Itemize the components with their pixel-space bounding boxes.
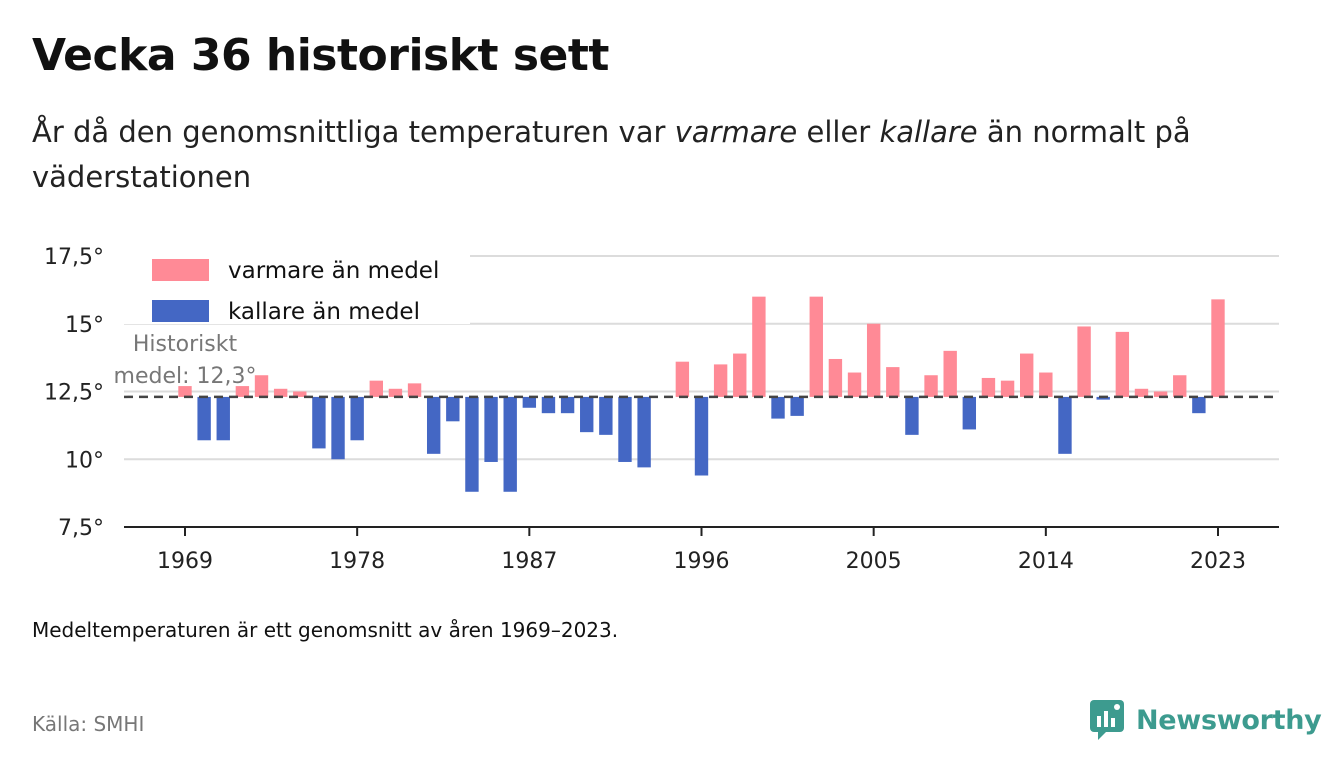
bar-chart: Historiskt medel: 12,3° 7,5° 10° 12,5° 15° 17… xyxy=(44,245,1279,574)
bar-1989 xyxy=(560,396,575,414)
y-tick-label: 10° xyxy=(65,448,104,473)
x-tick-label: 1987 xyxy=(501,549,557,574)
bar-2013 xyxy=(1020,353,1034,397)
bar-1979 xyxy=(369,380,383,397)
bar-2021 xyxy=(1173,375,1187,397)
bar-1984 xyxy=(465,396,479,492)
mean-line-group: Historiskt medel: 12,3° xyxy=(112,330,1279,399)
subtitle-part-3: än normalt på väderstationen xyxy=(32,115,1191,194)
bar-2022 xyxy=(1192,396,1206,414)
bar-2016 xyxy=(1077,326,1091,397)
newsworthy-logo-icon xyxy=(1090,700,1124,740)
bar-2010 xyxy=(962,396,977,430)
bar-1983 xyxy=(446,396,460,422)
x-tick-label: 1978 xyxy=(329,549,385,574)
bar-1976 xyxy=(312,396,326,449)
bar-1982 xyxy=(426,396,441,454)
y-tick-label: 17,5° xyxy=(44,245,104,270)
bar-2012 xyxy=(1000,380,1015,397)
x-tick-label: 2005 xyxy=(846,549,902,574)
bar-2003 xyxy=(828,358,843,397)
legend: varmare än medel kallare än medel xyxy=(124,248,470,325)
subtitle-colder: kallare xyxy=(879,115,978,149)
bar-2014 xyxy=(1039,372,1053,397)
mean-label: medel: 12,3° xyxy=(114,364,257,389)
bar-2001 xyxy=(790,396,804,416)
legend-swatch xyxy=(152,300,209,322)
bar-2002 xyxy=(809,296,823,397)
y-tick-label: 12,5° xyxy=(44,381,104,406)
bar-1996 xyxy=(694,396,709,476)
bar-2009 xyxy=(943,350,957,397)
bar-2006 xyxy=(886,367,900,397)
bar-1986 xyxy=(503,396,517,492)
bar-1988 xyxy=(541,396,556,414)
bar-2008 xyxy=(924,375,938,397)
bar-1974 xyxy=(273,388,288,397)
bar-1998 xyxy=(733,353,747,397)
subtitle-warmer: varmare xyxy=(674,115,798,149)
bar-1985 xyxy=(484,396,498,462)
bar-1990 xyxy=(580,396,594,433)
axes: 7,5° 10° 12,5° 15° 17,5° 1969 1978 1987 1996 2005… xyxy=(44,245,1279,574)
bars xyxy=(178,296,1225,492)
bar-1975 xyxy=(293,391,307,397)
bar-2018 xyxy=(1115,331,1130,397)
bar-2005 xyxy=(866,323,881,397)
subtitle-part-2: eller xyxy=(797,115,880,149)
bar-1992 xyxy=(618,396,632,462)
mean-label: Historiskt xyxy=(133,332,238,357)
bar-1995 xyxy=(675,361,690,397)
bar-2007 xyxy=(905,396,919,435)
bar-2011 xyxy=(981,377,996,397)
brand-name: Newsworthy xyxy=(1136,704,1322,736)
legend-swatch xyxy=(152,259,209,281)
subtitle-part-1: År då den genomsnittliga temperaturen va… xyxy=(32,115,675,149)
bar-1972 xyxy=(235,386,250,397)
bar-1981 xyxy=(407,383,422,397)
bar-2015 xyxy=(1058,396,1072,454)
brand-logo: Newsworthy xyxy=(1088,698,1322,742)
footnote: Medeltemperaturen är ett genomsnitt av å… xyxy=(32,618,619,642)
bar-2020 xyxy=(1153,391,1168,397)
y-tick-label: 15° xyxy=(65,313,104,338)
bar-2000 xyxy=(771,396,785,419)
bar-2017 xyxy=(1096,396,1110,400)
bar-1991 xyxy=(599,396,613,435)
source-label: Källa: SMHI xyxy=(32,712,145,736)
bar-1987 xyxy=(522,396,537,408)
chart-title: Vecka 36 historiskt sett xyxy=(32,30,609,81)
bar-1973 xyxy=(254,375,269,397)
bar-1980 xyxy=(388,388,403,397)
legend-label: varmare än medel xyxy=(228,258,439,284)
bar-1993 xyxy=(637,396,651,468)
bar-1977 xyxy=(331,396,345,460)
x-tick-label: 2023 xyxy=(1190,549,1246,574)
bar-2023 xyxy=(1211,299,1225,397)
bar-1971 xyxy=(216,396,230,441)
bar-1970 xyxy=(197,396,211,441)
bar-1969 xyxy=(178,386,192,397)
bar-2004 xyxy=(847,372,862,397)
x-tick-label: 1969 xyxy=(157,549,213,574)
bar-1978 xyxy=(350,396,364,441)
y-tick-label: 7,5° xyxy=(58,516,104,541)
bar-2019 xyxy=(1134,388,1149,397)
legend-label: kallare än medel xyxy=(228,299,420,325)
x-tick-label: 1996 xyxy=(674,549,730,574)
bar-1999 xyxy=(752,296,766,397)
bar-1997 xyxy=(713,364,728,397)
x-tick-label: 2014 xyxy=(1018,549,1074,574)
chart-subtitle: År då den genomsnittliga temperaturen va… xyxy=(32,110,1262,200)
